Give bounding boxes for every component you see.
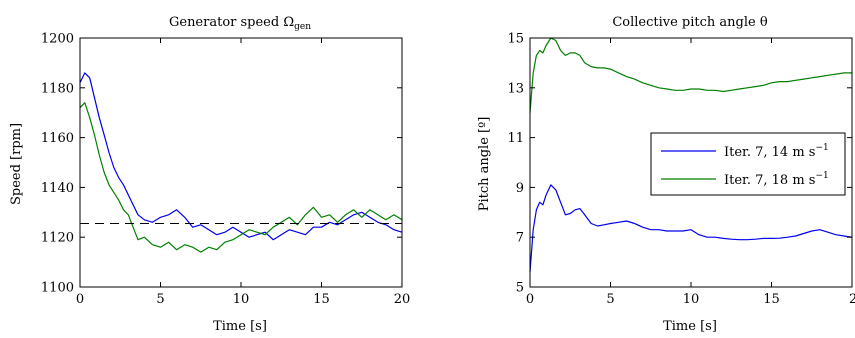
legend-entry-18ms: Iter. 7, 18 m s−1: [724, 171, 829, 188]
y-tick-label: 1100: [41, 281, 74, 296]
chart-title: Generator speed Ωgen: [169, 15, 311, 32]
y-tick-label: 1160: [41, 131, 74, 146]
x-tick-label: 15: [763, 292, 780, 307]
plot-area: 05101520579111315: [507, 32, 855, 308]
y-tick-label: 1140: [41, 181, 74, 196]
y-tick-label: 7: [516, 231, 524, 246]
x-axis-label: Time [s]: [213, 319, 267, 334]
x-tick-label: 15: [313, 292, 330, 307]
chart-title: Collective pitch angle θ: [612, 15, 768, 30]
x-tick-label: 10: [233, 292, 250, 307]
x-tick-label: 0: [76, 292, 84, 307]
x-tick-label: 0: [526, 292, 534, 307]
y-tick-label: 11: [507, 131, 524, 146]
y-axis-label: Pitch angle [º]: [477, 117, 492, 212]
legend-entry-14ms: Iter. 7, 14 m s−1: [724, 143, 829, 160]
y-tick-label: 1180: [41, 81, 74, 96]
series-line-0: [79, 72, 403, 241]
y-axis-label: Speed [rpm]: [9, 123, 24, 205]
series-line-1: [79, 102, 403, 253]
y-tick-label: 1200: [41, 32, 74, 47]
x-axis-label: Time [s]: [663, 319, 717, 334]
chart-pitch-angle: Collective pitch angle θ Time [s] Pitch …: [477, 15, 855, 334]
y-tick-label: 9: [516, 181, 524, 196]
y-tick-label: 5: [516, 281, 524, 296]
x-tick-label: 10: [683, 292, 700, 307]
x-tick-label: 20: [849, 292, 855, 307]
axes-frame: [79, 37, 403, 288]
chart-generator-speed: Generator speed Ωgen Time [s] Speed [rpm…: [9, 15, 410, 334]
y-tick-label: 1120: [41, 231, 74, 246]
series-line-1: [529, 37, 852, 113]
series-line-0: [529, 184, 853, 273]
y-tick-label: 13: [507, 81, 524, 96]
x-tick-label: 20: [394, 292, 411, 307]
x-tick-label: 5: [606, 292, 614, 307]
plot-area: 0 5 10 15 20 1100 1120 1140 1160 1180 1200: [41, 32, 410, 308]
legend-box: [650, 132, 846, 196]
x-tick-label: 5: [156, 292, 164, 307]
legend: Iter. 7, 14 m s−1 Iter. 7, 18 m s−1: [650, 132, 846, 196]
y-tick-label: 15: [507, 32, 524, 47]
